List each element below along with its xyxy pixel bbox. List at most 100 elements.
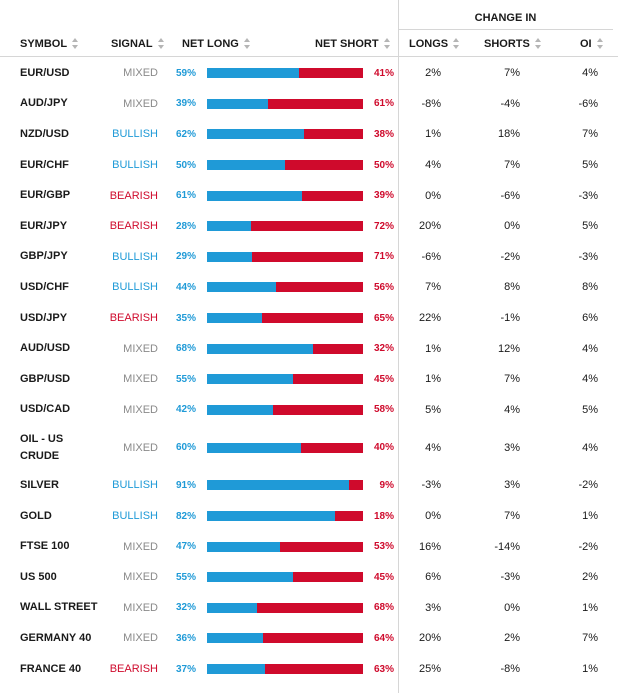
symbol-cell[interactable]: USD/CHF [20, 280, 69, 293]
sentiment-bar [207, 129, 363, 140]
signal-cell: MIXED [123, 67, 158, 80]
table-row[interactable]: USD/CHF BULLISH 44% 56% 7% 8% 8% [0, 272, 618, 303]
oi-change-cell: -3% [578, 189, 598, 202]
sort-icon [243, 38, 250, 49]
table-row[interactable]: EUR/CHF BULLISH 50% 50% 4% 7% 5% [0, 150, 618, 181]
net-short-bar [348, 480, 363, 491]
symbol-header-label: SYMBOL [20, 37, 68, 50]
change-in-header: CHANGE IN [398, 0, 613, 30]
symbol-cell[interactable]: SILVER [20, 478, 59, 491]
net-long-header-label: NET LONG [182, 37, 239, 50]
table-row[interactable]: EUR/GBP BEARISH 61% 39% 0% -6% -3% [0, 180, 618, 211]
net-long-percent: 37% [175, 663, 196, 675]
table-row[interactable]: EUR/USD MIXED 59% 41% 2% 7% 4% [0, 58, 618, 89]
oi-change-cell: -3% [578, 250, 598, 263]
signal-cell: BULLISH [112, 250, 158, 263]
shorts-change-cell: 7% [504, 373, 520, 386]
table-row[interactable]: WALL STREET MIXED 32% 68% 3% 0% 1% [0, 593, 618, 624]
signal-column-header[interactable]: SIGNAL [111, 30, 164, 57]
symbol-cell[interactable]: EUR/CHF [20, 158, 69, 171]
net-long-percent: 68% [175, 343, 196, 355]
table-row[interactable]: GOLD BULLISH 82% 18% 0% 7% 1% [0, 501, 618, 532]
table-row[interactable]: NZD/USD BULLISH 62% 38% 1% 18% 7% [0, 119, 618, 150]
net-long-bar [207, 98, 268, 109]
oi-change-cell: 4% [582, 441, 598, 454]
symbol-cell[interactable]: US 500 [20, 570, 57, 583]
table-row[interactable]: SILVER BULLISH 91% 9% -3% 3% -2% [0, 470, 618, 501]
longs-change-cell: -3% [421, 479, 441, 492]
table-row[interactable]: FRANCE 40 BEARISH 37% 63% 25% -8% 1% [0, 654, 618, 685]
net-short-column-header[interactable]: NET SHORT [315, 30, 390, 57]
table-row[interactable]: GBP/USD MIXED 55% 45% 1% 7% 4% [0, 364, 618, 395]
change-in-label: CHANGE IN [474, 11, 537, 24]
symbol-cell[interactable]: EUR/JPY [20, 219, 68, 232]
net-long-percent: 61% [175, 190, 196, 202]
signal-cell: BULLISH [112, 281, 158, 294]
table-row[interactable]: GERMANY 40 MIXED 36% 64% 20% 2% 7% [0, 623, 618, 654]
longs-change-cell: -8% [421, 97, 441, 110]
net-long-percent: 55% [175, 571, 196, 583]
net-short-bar [275, 282, 363, 293]
symbol-cell[interactable]: FTSE 100 [20, 540, 70, 553]
symbol-cell[interactable]: GERMANY 40 [20, 631, 92, 644]
shorts-column-header[interactable]: SHORTS [484, 30, 541, 57]
net-long-column-header[interactable]: NET LONG [182, 30, 250, 57]
table-row[interactable]: USD/JPY BEARISH 35% 65% 22% -1% 6% [0, 303, 618, 334]
oi-change-cell: 7% [582, 632, 598, 645]
sentiment-bar [207, 541, 363, 552]
table-row[interactable]: OIL - US CRUDE MIXED 60% 40% 4% 3% 4% [0, 425, 618, 470]
symbol-cell[interactable]: FRANCE 40 [20, 662, 82, 675]
oi-change-cell: 1% [582, 663, 598, 676]
shorts-header-label: SHORTS [484, 37, 530, 50]
oi-column-header[interactable]: OI [580, 30, 603, 57]
sentiment-bar [207, 313, 363, 324]
shorts-change-cell: 0% [504, 601, 520, 614]
signal-cell: BULLISH [112, 128, 158, 141]
symbol-column-header[interactable]: SYMBOL [20, 30, 79, 57]
net-short-percent: 56% [373, 281, 394, 293]
shorts-change-cell: 2% [504, 632, 520, 645]
symbol-cell[interactable]: AUD/USD [20, 342, 71, 355]
table-row[interactable]: GBP/JPY BULLISH 29% 71% -6% -2% -3% [0, 242, 618, 273]
symbol-cell[interactable]: GBP/JPY [20, 250, 68, 263]
net-long-bar [207, 602, 257, 613]
signal-cell: MIXED [123, 601, 158, 614]
shorts-change-cell: -1% [500, 312, 520, 325]
symbol-cell[interactable]: EUR/GBP [20, 189, 71, 202]
signal-cell: MIXED [123, 373, 158, 386]
net-long-bar [207, 664, 265, 675]
table-row[interactable]: EUR/JPY BEARISH 28% 72% 20% 0% 5% [0, 211, 618, 242]
shorts-change-cell: 12% [497, 342, 520, 355]
net-short-percent: 9% [379, 479, 394, 491]
longs-change-cell: 1% [425, 342, 441, 355]
symbol-cell[interactable]: OIL - US CRUDE [20, 432, 64, 462]
table-row[interactable]: USD/CAD MIXED 42% 58% 5% 4% 5% [0, 395, 618, 426]
symbol-cell[interactable]: USD/CAD [20, 403, 71, 416]
net-long-percent: 47% [175, 541, 196, 553]
net-short-header-label: NET SHORT [315, 37, 379, 50]
oi-change-cell: 8% [582, 281, 598, 294]
symbol-cell[interactable]: AUD/JPY [20, 97, 68, 110]
table-row[interactable]: AUD/USD MIXED 68% 32% 1% 12% 4% [0, 333, 618, 364]
longs-column-header[interactable]: LONGS [409, 30, 460, 57]
symbol-cell[interactable]: USD/JPY [20, 311, 68, 324]
net-long-percent: 36% [175, 632, 196, 644]
longs-change-cell: 20% [418, 632, 441, 645]
symbol-cell[interactable]: GOLD [20, 509, 52, 522]
table-row[interactable]: AUD/JPY MIXED 39% 61% -8% -4% -6% [0, 89, 618, 120]
symbol-cell[interactable]: EUR/USD [20, 66, 70, 79]
net-short-percent: 32% [373, 343, 394, 355]
sentiment-bar [207, 664, 363, 675]
oi-change-cell: -6% [578, 97, 598, 110]
symbol-cell[interactable]: GBP/USD [20, 372, 71, 385]
net-short-bar [256, 602, 363, 613]
symbol-cell[interactable]: NZD/USD [20, 127, 69, 140]
sentiment-bar [207, 633, 363, 644]
symbol-cell[interactable]: WALL STREET [20, 601, 98, 614]
shorts-change-cell: -6% [500, 189, 520, 202]
table-row[interactable]: US 500 MIXED 55% 45% 6% -3% 2% [0, 562, 618, 593]
net-short-percent: 63% [373, 663, 394, 675]
sort-icon [72, 38, 79, 49]
net-short-bar [300, 442, 363, 453]
table-row[interactable]: FTSE 100 MIXED 47% 53% 16% -14% -2% [0, 531, 618, 562]
